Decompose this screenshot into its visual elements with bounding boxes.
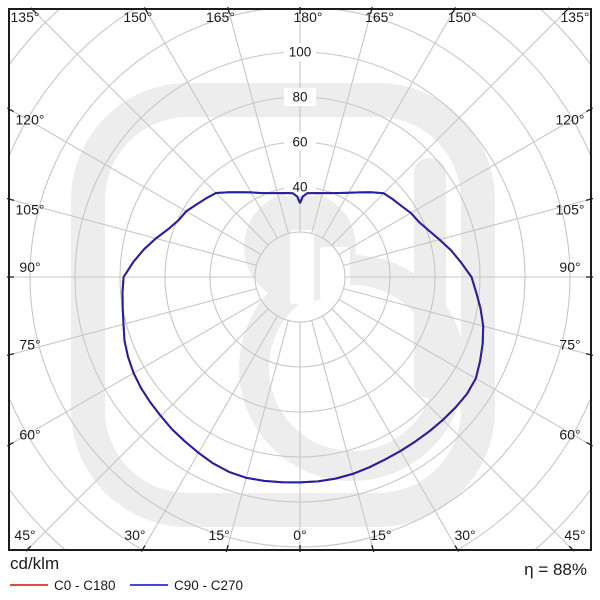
ring-labels: 40 60 80 100 <box>284 43 316 196</box>
efficiency-label: η = 88% <box>524 560 587 579</box>
svg-text:120°: 120° <box>16 112 45 128</box>
svg-text:80: 80 <box>292 90 307 105</box>
svg-text:15°: 15° <box>209 527 230 543</box>
curve-c90-c270 <box>121 191 485 484</box>
svg-text:135°: 135° <box>561 9 590 25</box>
legend-line-red <box>10 584 48 586</box>
svg-text:105°: 105° <box>556 201 585 217</box>
svg-text:60: 60 <box>292 135 307 150</box>
svg-text:150°: 150° <box>448 9 477 25</box>
svg-text:60°: 60° <box>559 426 580 442</box>
legend-item-c90-c270: C90 - C270 <box>130 577 243 593</box>
angle-labels: 0° 15° 15° 30° 30° 45° 45° 60° 60° 75° 75° 90° 90° 10… <box>11 9 590 543</box>
svg-text:120°: 120° <box>556 112 585 128</box>
svg-text:105°: 105° <box>16 201 45 217</box>
svg-text:40: 40 <box>292 180 307 195</box>
unit-label: cd/klm <box>10 554 60 573</box>
svg-text:60°: 60° <box>19 426 40 442</box>
svg-text:90°: 90° <box>19 259 40 275</box>
svg-text:75°: 75° <box>559 337 580 353</box>
legend-item-c0-c180: C0 - C180 <box>10 577 116 593</box>
svg-text:90°: 90° <box>559 259 580 275</box>
svg-text:75°: 75° <box>19 337 40 353</box>
svg-text:0°: 0° <box>293 527 306 543</box>
svg-text:45°: 45° <box>564 527 585 543</box>
svg-text:165°: 165° <box>206 9 235 25</box>
legend-line-blue <box>130 584 168 586</box>
svg-text:180°: 180° <box>294 9 323 25</box>
legend-label-c0-c180: C0 - C180 <box>54 577 116 593</box>
svg-text:30°: 30° <box>454 527 475 543</box>
svg-text:100: 100 <box>289 45 312 60</box>
svg-text:135°: 135° <box>11 9 40 25</box>
frame-ticks <box>6 6 594 553</box>
svg-text:15°: 15° <box>370 527 391 543</box>
legend-label-c90-c270: C90 - C270 <box>174 577 244 593</box>
svg-text:45°: 45° <box>14 527 35 543</box>
svg-text:30°: 30° <box>124 527 145 543</box>
svg-text:165°: 165° <box>365 9 394 25</box>
svg-text:150°: 150° <box>123 9 152 25</box>
